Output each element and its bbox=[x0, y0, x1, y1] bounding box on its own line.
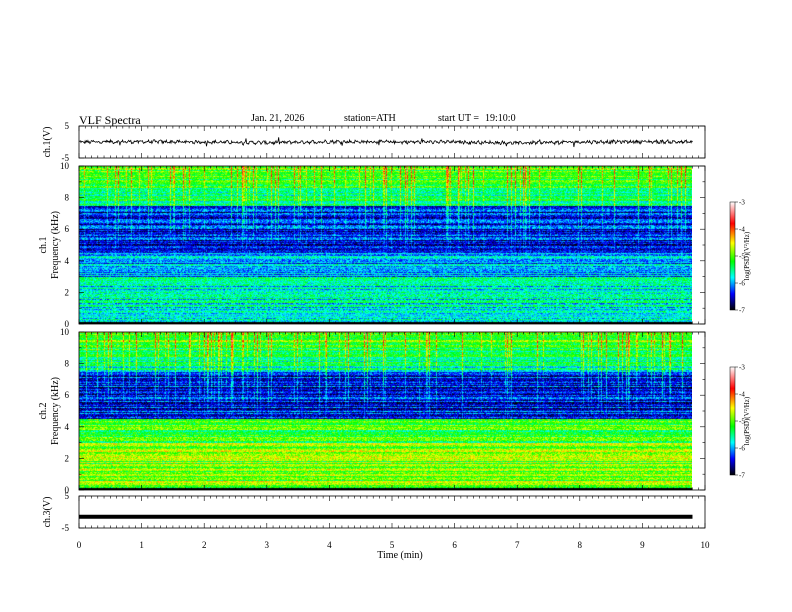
ch2-spec-ylabel: Frequency (kHz) bbox=[50, 377, 61, 445]
y-tick-label: 0 bbox=[65, 485, 70, 495]
x-axis-title: Time (min) bbox=[377, 550, 422, 561]
start-ut-label: start UT = 19:10:0 bbox=[438, 113, 516, 124]
y-tick-label: 8 bbox=[65, 193, 70, 203]
colorbar-tick-label: -7 bbox=[739, 472, 745, 480]
ch1-wave-ylabel: ch.1(V) bbox=[42, 127, 53, 158]
ch1-colorbar: -3 -4 -5 -6 -7 log(PSD)(V²/Hz) bbox=[729, 199, 751, 315]
x-tick-label: 7 bbox=[515, 540, 520, 550]
colorbar-tick-label: -4 bbox=[739, 226, 745, 234]
y-tick-label: -5 bbox=[62, 153, 70, 163]
y-tick-label: 6 bbox=[65, 224, 70, 234]
colorbar-tick-label: -3 bbox=[739, 199, 745, 207]
x-tick-label: 2 bbox=[202, 540, 207, 550]
ch1-spec-ylabel: Frequency (kHz) bbox=[50, 211, 61, 279]
y-tick-label: 4 bbox=[65, 422, 70, 432]
colorbar-tick-label: -6 bbox=[739, 280, 745, 288]
y-tick-label: 10 bbox=[60, 161, 70, 171]
ch2-spectrogram bbox=[79, 332, 692, 490]
ch2-spec-ylabel-channel: ch.2 bbox=[38, 403, 49, 420]
spectrogram-image bbox=[79, 332, 692, 490]
start-ut-time: 19:10:0 bbox=[485, 113, 516, 124]
y-tick-label: 0 bbox=[65, 319, 70, 329]
ch2-colorbar-ticks: -3 -4 -5 -6 -7 bbox=[735, 364, 745, 480]
ch1-spectrogram bbox=[79, 166, 692, 324]
y-tick-label: 4 bbox=[65, 256, 70, 266]
colorbar-tick-label: -6 bbox=[739, 445, 745, 453]
ch1-waveform-line bbox=[78, 137, 693, 148]
ch3-wave-ylabel: ch.3(V) bbox=[42, 497, 53, 528]
ch2-colorbar-label: log(PSD)(V²/Hz) bbox=[743, 396, 751, 445]
x-tick-label: 0 bbox=[77, 540, 82, 550]
y-tick-label: 2 bbox=[65, 453, 70, 463]
date-label: Jan. 21, 2026 bbox=[251, 113, 305, 124]
y-tick-label: 10 bbox=[60, 327, 70, 337]
y-tick-label: -5 bbox=[62, 523, 70, 533]
y-tick-label: 5 bbox=[65, 491, 70, 501]
colorbar-tick-label: -7 bbox=[739, 307, 745, 315]
colorbar-tick-label: -3 bbox=[739, 364, 745, 372]
ch1-colorbar-label: log(PSD)(V²/Hz) bbox=[743, 231, 751, 280]
ch2-colorbar: -3 -4 -5 -6 -7 log(PSD)(V²/Hz) bbox=[729, 364, 751, 480]
figure-title: VLF Spectra bbox=[79, 113, 141, 127]
station-label: station=ATH bbox=[344, 113, 396, 124]
ch1-colorbar-ticks: -3 -4 -5 -6 -7 bbox=[735, 199, 745, 315]
colorbar-tick-label: -5 bbox=[739, 253, 745, 261]
spectrogram-canvas bbox=[79, 332, 692, 490]
y-tick-label: 6 bbox=[65, 390, 70, 400]
spectrogram-image bbox=[79, 166, 692, 324]
x-tick-label: 6 bbox=[452, 540, 457, 550]
y-tick-label: 8 bbox=[65, 359, 70, 369]
x-tick-label: 5 bbox=[390, 540, 395, 550]
x-tick-label: 9 bbox=[640, 540, 645, 550]
x-tick-label: 1 bbox=[139, 540, 144, 550]
x-tick-label: 10 bbox=[701, 540, 711, 550]
spectrogram-canvas bbox=[79, 166, 692, 324]
y-tick-label: 5 bbox=[65, 121, 70, 131]
ch2-colorbar-fill bbox=[729, 366, 736, 476]
ch1-colorbar-fill bbox=[729, 201, 736, 311]
x-tick-label: 3 bbox=[265, 540, 270, 550]
colorbar-tick-label: -4 bbox=[739, 391, 745, 399]
y-tick-label: 2 bbox=[65, 287, 70, 297]
ch1-spec-ylabel-channel: ch.1 bbox=[38, 237, 49, 254]
x-tick-label: 8 bbox=[578, 540, 583, 550]
colorbar-tick-label: -5 bbox=[739, 418, 745, 426]
x-tick-label: 4 bbox=[327, 540, 332, 550]
start-ut-prefix: start UT = bbox=[438, 113, 480, 124]
